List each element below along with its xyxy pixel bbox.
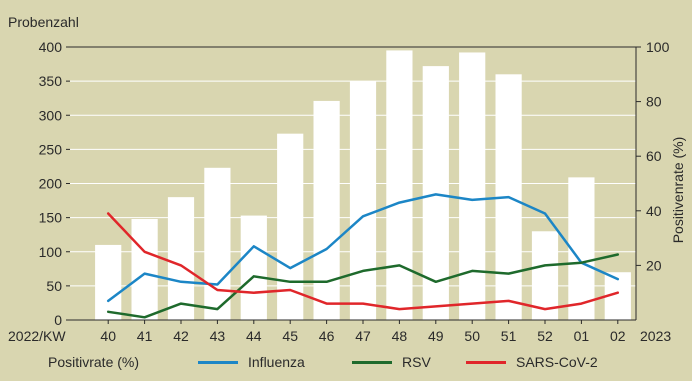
right-axis-label: Positivenrate (%)	[670, 137, 686, 244]
left-axis-label: Probenzahl	[8, 14, 79, 30]
x-tick-label: 49	[428, 328, 444, 344]
left-tick-label: 300	[39, 107, 63, 123]
series-line-rsv	[106, 253, 620, 319]
legend-item-influenza: Influenza	[198, 354, 305, 370]
bar	[531, 231, 559, 320]
bar	[386, 50, 413, 320]
x-tick-label: 50	[464, 328, 480, 344]
bar	[568, 177, 595, 320]
legend-swatch-rsv	[352, 360, 392, 364]
left-tick-label: 100	[39, 244, 63, 260]
x-tick-label: 47	[355, 328, 371, 344]
left-tick-label: 250	[39, 141, 63, 157]
tick-labels: 0 50 100 150 200 250 300 350 400 20 40 60 80 100 40 41 4…	[39, 39, 670, 344]
x-tick-label: 51	[501, 328, 517, 344]
legend-label-influenza: Influenza	[248, 354, 305, 370]
bars	[95, 50, 631, 321]
x-tick-label: 43	[210, 328, 226, 344]
left-tick-label: 350	[39, 73, 63, 89]
x-tick-label: 42	[173, 328, 189, 344]
x-tick-label: 52	[537, 328, 553, 344]
legend: Positivrate (%) Influenza RSV SARS-CoV-2	[0, 352, 692, 376]
left-tick-label: 400	[39, 39, 63, 55]
bar	[277, 133, 304, 320]
legend-swatch-sars-cov-2	[466, 360, 506, 364]
x-tick-label: 41	[137, 328, 153, 344]
axes	[70, 46, 637, 321]
series-lines	[106, 193, 620, 319]
left-tick-label: 0	[54, 312, 62, 328]
series-line-sars-cov-2	[106, 212, 620, 311]
left-tick-label: 200	[39, 176, 63, 192]
right-tick-label: 40	[646, 203, 662, 219]
left-tick-label: 150	[39, 210, 63, 226]
bar	[167, 197, 195, 320]
bar	[204, 167, 231, 320]
x-tick-label: 40	[100, 328, 116, 344]
x-axis-end-label: 2023	[640, 328, 671, 344]
left-tick-label: 50	[46, 278, 62, 294]
x-axis-start-label: 2022/KW	[8, 328, 66, 344]
bar	[313, 100, 340, 320]
right-tick-label: 20	[646, 257, 662, 273]
x-tick-label: 44	[246, 328, 262, 344]
right-tick-label: 80	[646, 94, 662, 110]
legend-title: Positivrate (%)	[48, 354, 140, 370]
legend-item-rsv: RSV	[352, 354, 431, 370]
bar	[131, 218, 158, 320]
x-tick-label: 46	[319, 328, 335, 344]
right-tick-label: 100	[646, 39, 670, 55]
x-tick-label: 02	[610, 328, 626, 344]
bar	[349, 81, 377, 320]
legend-label-sars-cov-2: SARS-CoV-2	[516, 354, 598, 370]
bar	[95, 244, 122, 320]
legend-label-rsv: RSV	[402, 354, 431, 370]
right-tick-label: 60	[646, 148, 662, 164]
legend-swatch-influenza	[198, 360, 238, 364]
bar	[240, 215, 267, 320]
legend-item-sars-cov-2: SARS-CoV-2	[466, 354, 598, 370]
bar	[459, 52, 486, 321]
x-tick-label: 45	[282, 328, 298, 344]
series-line-influenza	[106, 193, 620, 303]
x-tick-label: 48	[392, 328, 408, 344]
x-tick-label: 01	[574, 328, 590, 344]
